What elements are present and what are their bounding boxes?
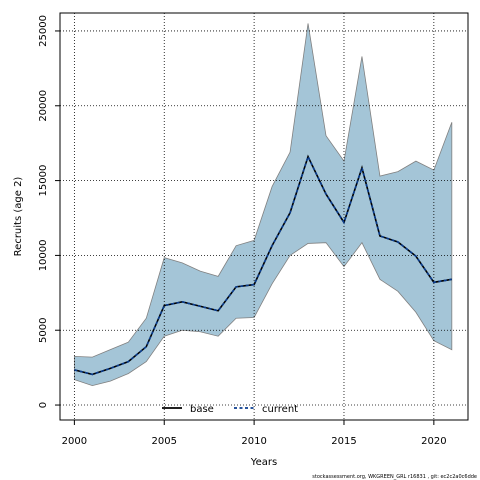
x-tick-label: 2020 (421, 436, 446, 447)
y-tick-label: 0 (38, 402, 49, 408)
x-tick-label: 2010 (241, 436, 266, 447)
legend-label-base: base (190, 404, 214, 415)
y-tick-label: 15000 (38, 165, 49, 197)
y-tick-label: 10000 (38, 239, 49, 271)
x-tick-label: 2015 (331, 436, 356, 447)
confidence-band (73, 23, 453, 387)
y-tick-label: 5000 (38, 317, 49, 342)
series-line-layer (74, 154, 452, 376)
x-axis: 2000 2005 2010 2015 2020 (62, 420, 447, 447)
x-tick-label: 2005 (152, 436, 177, 447)
y-tick-label: 25000 (38, 15, 49, 47)
plot-frame (59, 12, 469, 421)
x-tick-label: 2000 (62, 436, 87, 447)
y-axis-title: Recruits (age 2) (13, 177, 24, 257)
legend: base current (162, 404, 298, 415)
grid-layer (60, 13, 468, 420)
x-axis-title: Years (250, 457, 277, 468)
series-line-current (74, 154, 452, 376)
footnote: stockassessment.org, WKGREEN_GRL r16831 … (312, 474, 477, 480)
confidence-band-layer (73, 23, 453, 387)
legend-label-current: current (262, 404, 298, 415)
y-tick-label: 20000 (38, 90, 49, 122)
y-axis: 0 5000 10000 15000 20000 25000 (38, 15, 60, 408)
